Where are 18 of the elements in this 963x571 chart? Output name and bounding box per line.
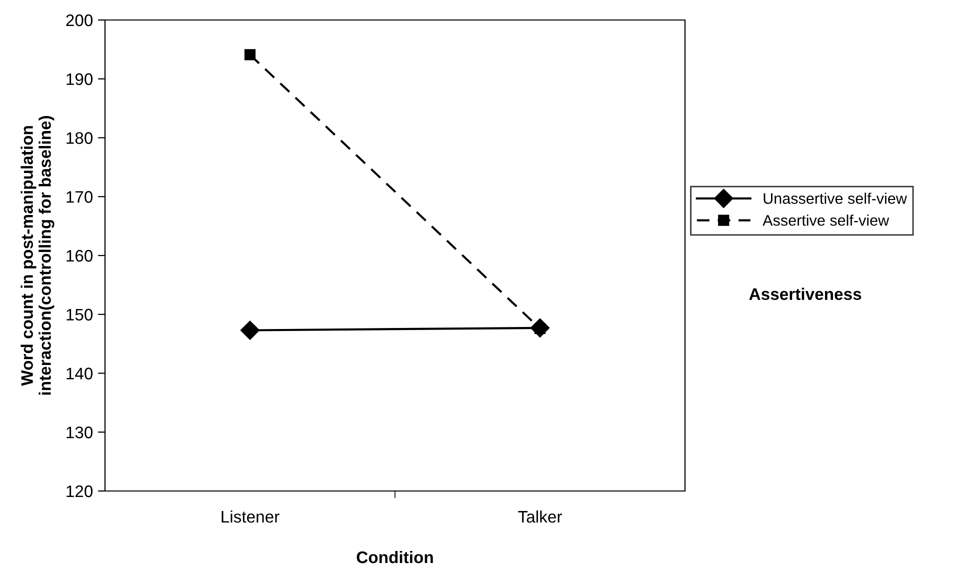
legend-label: Assertive self-view: [762, 214, 890, 226]
x-tick-label: Talker: [518, 510, 562, 523]
y-tick-label: 180: [66, 132, 93, 144]
y-tick-label: 130: [66, 426, 93, 438]
legend-title: Assertiveness: [749, 288, 862, 300]
legend-label: Unassertive self-view: [764, 192, 907, 204]
y-tick-label: 140: [66, 368, 93, 380]
x-axis-title: Condition: [356, 550, 433, 564]
y-tick-label: 150: [66, 308, 93, 321]
point: [244, 49, 256, 60]
y-axis-title: Word count in post-manipulation interaction(controlling for baseline): [20, 116, 54, 395]
y-tick-label: 190: [66, 73, 93, 86]
x-tick-label: Listener: [222, 510, 280, 523]
y-tick-label: 160: [66, 250, 93, 262]
y-tick-label: 120: [66, 485, 93, 498]
point: [240, 320, 260, 340]
y-tick-label: 200: [66, 14, 93, 26]
y-tick-label: 170: [66, 191, 93, 203]
